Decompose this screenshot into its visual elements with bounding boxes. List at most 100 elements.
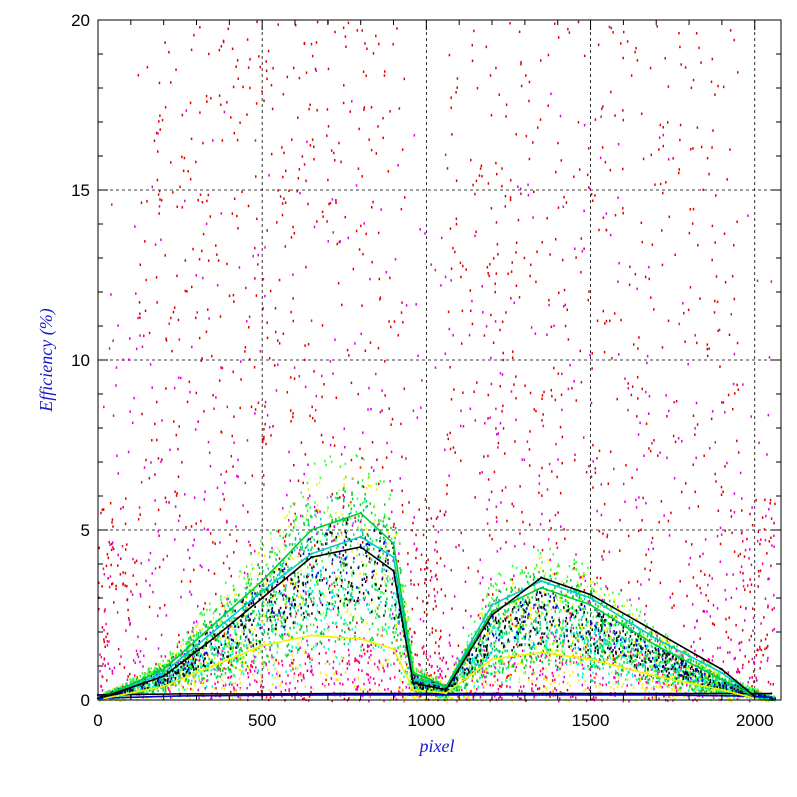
scatter-point (721, 401, 723, 404)
scatter-point (447, 437, 450, 441)
scatter-point (731, 531, 733, 535)
scatter-point (706, 610, 708, 613)
scatter-point (515, 375, 517, 378)
scatter-point (615, 661, 618, 664)
scatter-point (638, 637, 640, 641)
scatter-point (539, 636, 542, 640)
scatter-point (522, 685, 525, 688)
scatter-point (264, 589, 267, 593)
scatter-point (646, 361, 648, 365)
scatter-point (289, 558, 291, 561)
scatter-point (218, 48, 221, 52)
scatter-point (645, 661, 648, 664)
scatter-point (235, 666, 237, 670)
scatter-point (737, 669, 740, 672)
scatter-point (773, 534, 775, 537)
scatter-point (625, 621, 628, 625)
scatter-point (363, 648, 365, 652)
scatter-point (190, 687, 192, 691)
scatter-point (664, 643, 666, 647)
scatter-point (487, 417, 489, 420)
scatter-point (694, 490, 697, 494)
scatter-point (111, 672, 114, 675)
scatter-point (462, 391, 464, 394)
scatter-point (359, 654, 361, 658)
scatter-point (602, 532, 604, 535)
scatter-point (306, 643, 309, 647)
scatter-point (305, 651, 307, 654)
scatter-point (378, 519, 380, 522)
scatter-point (346, 662, 349, 665)
scatter-point (424, 578, 427, 581)
scatter-point (505, 541, 507, 544)
scatter-point (601, 555, 603, 558)
scatter-point (622, 207, 624, 210)
scatter-point (536, 250, 538, 253)
scatter-point (488, 498, 490, 502)
scatter-point (564, 537, 566, 540)
scatter-point (578, 596, 581, 600)
scatter-point (490, 642, 493, 645)
scatter-point (106, 644, 109, 647)
scatter-point (717, 509, 720, 513)
scatter-point (638, 632, 641, 635)
scatter-point (300, 573, 302, 576)
scatter-point (694, 427, 696, 430)
scatter-point (354, 516, 356, 520)
scatter-point (370, 653, 372, 657)
scatter-point (291, 578, 294, 582)
scatter-point (559, 599, 561, 603)
scatter-point (249, 58, 251, 61)
scatter-point (165, 674, 167, 678)
scatter-point (627, 645, 630, 649)
scatter-point (326, 622, 328, 626)
scatter-point (719, 560, 722, 564)
scatter-point (619, 653, 621, 657)
scatter-point (624, 377, 626, 380)
scatter-point (321, 324, 324, 327)
scatter-point (671, 592, 674, 596)
scatter-point (558, 661, 561, 665)
scatter-point (639, 640, 642, 644)
scatter-point (193, 496, 196, 499)
scatter-point (415, 548, 418, 552)
scatter-point (644, 626, 647, 630)
scatter-point (158, 534, 160, 537)
scatter-point (174, 490, 176, 493)
scatter-point (525, 74, 527, 77)
scatter-point (586, 642, 589, 646)
scatter-point (527, 678, 530, 682)
scatter-point (515, 241, 518, 245)
scatter-point (461, 678, 463, 682)
scatter-point (232, 627, 234, 630)
scatter-point (134, 661, 136, 665)
scatter-point (756, 279, 759, 283)
scatter-point (321, 210, 324, 214)
scatter-point (389, 479, 391, 483)
scatter-point (252, 650, 254, 653)
scatter-point (598, 690, 600, 694)
scatter-point (659, 182, 662, 186)
scatter-point (694, 698, 696, 701)
scatter-point (447, 667, 449, 671)
scatter-point (279, 614, 282, 617)
scatter-point (283, 540, 286, 543)
scatter-point (332, 436, 334, 439)
scatter-point (604, 660, 607, 664)
scatter-point (311, 658, 313, 661)
scatter-point (762, 653, 764, 657)
scatter-point (246, 572, 249, 576)
scatter-point (722, 660, 725, 663)
scatter-point (613, 637, 615, 640)
scatter-point (311, 405, 313, 409)
scatter-point (112, 525, 114, 528)
scatter-point (738, 642, 740, 645)
scatter-point (499, 684, 501, 688)
scatter-point (111, 542, 113, 546)
scatter-point (121, 684, 124, 688)
scatter-point (405, 618, 408, 622)
scatter-point (186, 673, 188, 676)
scatter-point (396, 585, 398, 588)
scatter-point (201, 682, 204, 685)
scatter-point (149, 551, 152, 555)
